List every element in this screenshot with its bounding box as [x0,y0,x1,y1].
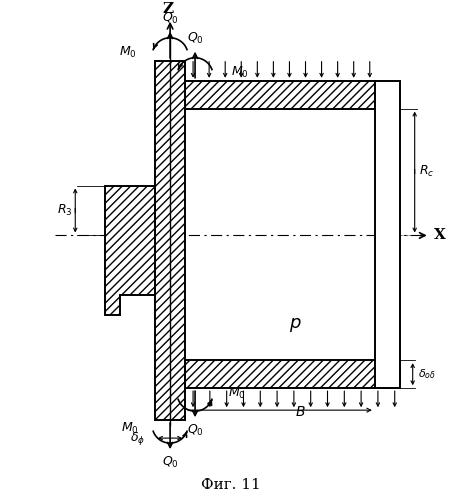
Text: $Q_0$: $Q_0$ [187,31,203,46]
Text: $M_0$: $M_0$ [122,421,139,436]
Polygon shape [105,186,155,315]
Polygon shape [155,61,185,420]
Text: $M_0$: $M_0$ [231,65,249,80]
Polygon shape [185,360,400,388]
Text: $Q_0$: $Q_0$ [162,455,178,470]
Text: $M_0$: $M_0$ [119,45,137,60]
Polygon shape [375,81,400,388]
Text: $B$: $B$ [295,405,305,419]
Text: $Q_0$: $Q_0$ [187,423,203,438]
Polygon shape [185,81,375,109]
Text: Z: Z [163,2,174,16]
Text: $R_3$: $R_3$ [57,203,72,218]
Text: $Q_0$: $Q_0$ [162,11,178,26]
Text: $p$: $p$ [289,316,301,334]
Text: X: X [434,229,445,243]
Text: $\delta_{o\delta}$: $\delta_{o\delta}$ [418,367,436,381]
Text: Фиг. 11: Фиг. 11 [201,478,261,492]
Text: $R_c$: $R_c$ [419,164,434,179]
Text: $M_0$: $M_0$ [228,386,246,401]
Text: $\delta_\phi$: $\delta_\phi$ [130,430,145,447]
